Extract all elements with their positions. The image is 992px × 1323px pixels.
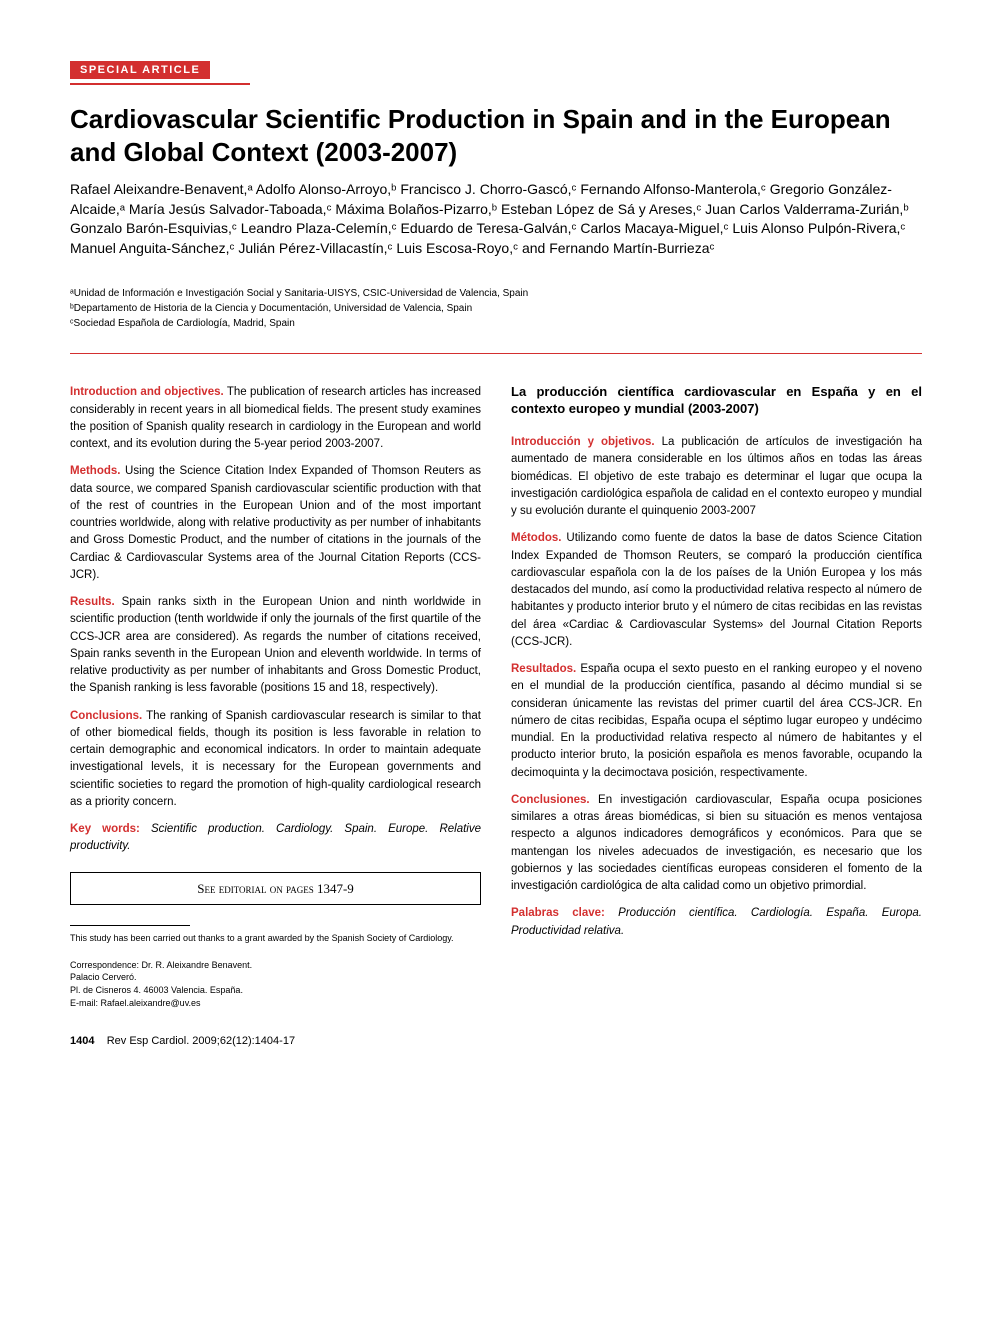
corr-line-1: Correspondence: Dr. R. Aleixandre Benave… xyxy=(70,959,481,972)
intro-text-es: La publicación de artículos de investiga… xyxy=(511,436,922,517)
affiliation-c: ᶜSociedad Española de Cardiología, Madri… xyxy=(70,316,922,331)
authors-list: Rafael Aleixandre-Benavent,ᵃ Adolfo Alon… xyxy=(70,180,922,258)
affiliation-a: ᵃUnidad de Información e Investigación S… xyxy=(70,286,922,301)
editorial-text: See editorial on pages 1347-9 xyxy=(197,881,354,896)
results-text-es: España ocupa el sexto puesto en el ranki… xyxy=(511,663,922,779)
two-column-body: Introduction and objectives. The publica… xyxy=(70,384,922,1049)
abstract-results-es: Resultados. España ocupa el sexto puesto… xyxy=(511,661,922,782)
page-number: 1404 xyxy=(70,1035,94,1047)
corr-line-2: Palacio Cerveró. xyxy=(70,971,481,984)
section-underline xyxy=(70,83,250,85)
abstract-intro-es: Introducción y objetivos. La publicación… xyxy=(511,434,922,520)
abstract-intro-en: Introduction and objectives. The publica… xyxy=(70,384,481,453)
intro-label-en: Introduction and objectives. xyxy=(70,386,224,398)
methods-text-en: Using the Science Citation Index Expande… xyxy=(70,465,481,581)
corr-line-3: Pl. de Cisneros 4. 46003 Valencia. Españ… xyxy=(70,984,481,997)
conclusions-label-es: Conclusiones. xyxy=(511,794,590,806)
results-label-en: Results. xyxy=(70,596,115,608)
grant-footnote: This study has been carried out thanks t… xyxy=(70,932,481,945)
methods-text-es: Utilizando como fuente de datos la base … xyxy=(511,532,922,648)
footnote-rule xyxy=(70,925,190,926)
keywords-label-en: Key words: xyxy=(70,823,140,835)
results-label-es: Resultados. xyxy=(511,663,576,675)
divider-rule xyxy=(70,353,922,354)
page-footer: 1404 Rev Esp Cardiol. 2009;62(12):1404-1… xyxy=(70,1033,481,1050)
abstract-conclusions-en: Conclusions. The ranking of Spanish card… xyxy=(70,708,481,812)
section-label: SPECIAL ARTICLE xyxy=(70,61,210,79)
editorial-box: See editorial on pages 1347-9 xyxy=(70,872,481,906)
keywords-en: Key words: Scientific production. Cardio… xyxy=(70,821,481,856)
spanish-title: La producción científica cardiovascular … xyxy=(511,384,922,418)
abstract-results-en: Results. Spain ranks sixth in the Europe… xyxy=(70,594,481,698)
methods-label-en: Methods. xyxy=(70,465,120,477)
article-title: Cardiovascular Scientific Production in … xyxy=(70,103,922,168)
intro-label-es: Introducción y objetivos. xyxy=(511,436,655,448)
right-column: La producción científica cardiovascular … xyxy=(511,384,922,1049)
affiliation-b: ᵇDepartamento de Historia de la Ciencia … xyxy=(70,301,922,316)
left-column: Introduction and objectives. The publica… xyxy=(70,384,481,1049)
conclusions-text-es: En investigación cardiovascular, España … xyxy=(511,794,922,892)
journal-citation: Rev Esp Cardiol. 2009;62(12):1404-17 xyxy=(107,1035,295,1047)
abstract-methods-en: Methods. Using the Science Citation Inde… xyxy=(70,463,481,584)
keywords-label-es: Palabras clave: xyxy=(511,907,605,919)
methods-label-es: Métodos. xyxy=(511,532,561,544)
conclusions-text-en: The ranking of Spanish cardiovascular re… xyxy=(70,710,481,808)
keywords-es: Palabras clave: Producción científica. C… xyxy=(511,905,922,940)
affiliations: ᵃUnidad de Información e Investigación S… xyxy=(70,286,922,331)
correspondence-block: Correspondence: Dr. R. Aleixandre Benave… xyxy=(70,959,481,1009)
abstract-conclusions-es: Conclusiones. En investigación cardiovas… xyxy=(511,792,922,896)
corr-line-4: E-mail: Rafael.aleixandre@uv.es xyxy=(70,997,481,1010)
abstract-methods-es: Métodos. Utilizando como fuente de datos… xyxy=(511,530,922,651)
results-text-en: Spain ranks sixth in the European Union … xyxy=(70,596,481,694)
conclusions-label-en: Conclusions. xyxy=(70,710,142,722)
